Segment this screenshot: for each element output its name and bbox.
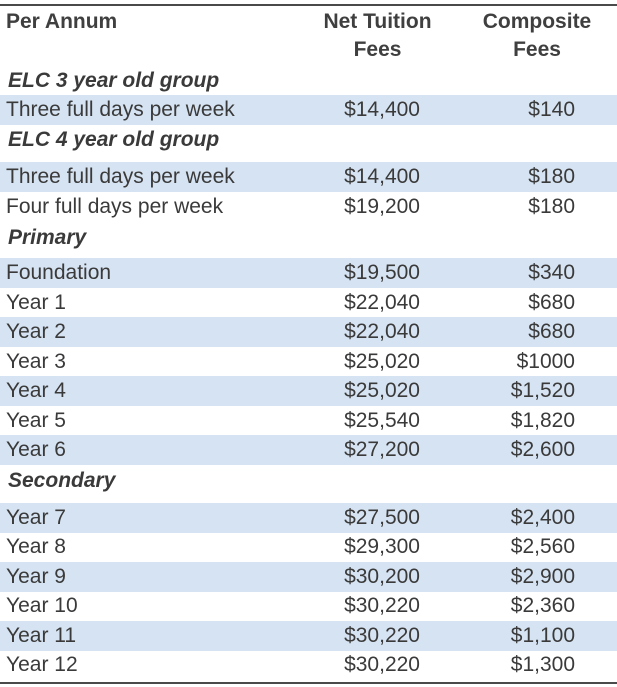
table-row: Three full days per week $14,400 $140 [0,95,617,125]
table-top-rule [0,4,617,6]
row-composite: $1,100 [510,624,575,647]
header-net-tuition-line2: Fees [353,38,402,61]
row-composite: $340 [528,261,575,284]
table-row: Year 6 $27,200 $2,600 [0,435,617,465]
row-label: Year 4 [6,379,66,402]
row-label: Year 10 [6,594,78,617]
header-per-annum: Per Annum [6,10,118,33]
row-tuition: $14,400 [344,165,420,188]
table-bottom-rule [0,682,617,684]
section-title-elc4: ELC 4 year old group [8,128,220,151]
row-label: Year 1 [6,291,66,314]
section-title-secondary: Secondary [8,469,116,492]
row-composite: $2,560 [510,535,575,558]
table-row: Year 1 $22,040 $680 [0,288,617,318]
row-label: Year 7 [6,506,66,529]
table-row: Year 4 $25,020 $1,520 [0,376,617,406]
row-tuition: $29,300 [344,535,420,558]
row-label: Year 12 [6,653,78,676]
row-composite: $2,600 [510,438,575,461]
row-composite: $680 [528,291,575,314]
section-title-primary: Primary [8,226,87,249]
header-composite-line1: Composite [482,10,592,33]
header-net-tuition: Net Tuition Fees [305,8,450,64]
table-row: Three full days per week $14,400 $180 [0,162,617,192]
row-label: Foundation [6,261,112,284]
table-row: Year 2 $22,040 $680 [0,317,617,347]
row-composite: $2,900 [510,565,575,588]
row-label: Year 2 [6,320,66,343]
header-net-tuition-line1: Net Tuition [323,10,432,33]
header-composite-line2: Fees [513,38,561,61]
header-composite: Composite Fees [462,8,612,64]
row-tuition: $25,020 [344,350,420,373]
row-composite: $1,520 [510,379,575,402]
table-row: Year 7 $27,500 $2,400 [0,503,617,533]
row-tuition: $27,500 [344,506,420,529]
section-title-elc3: ELC 3 year old group [8,69,220,92]
table-row: Year 12 $30,220 $1,300 [0,650,617,680]
row-label: Year 5 [6,409,66,432]
row-composite: $2,400 [510,506,575,529]
table-row: Year 8 $29,300 $2,560 [0,532,617,562]
table-row: Year 11 $30,220 $1,100 [0,621,617,651]
table-row: Foundation $19,500 $340 [0,258,617,288]
row-tuition: $22,040 [344,320,420,343]
row-composite: $680 [528,320,575,343]
table-row: Four full days per week $19,200 $180 [0,192,617,222]
row-tuition: $25,540 [344,409,420,432]
row-composite: $180 [528,195,575,218]
row-tuition: $19,200 [344,195,420,218]
table-row: Year 9 $30,200 $2,900 [0,562,617,592]
table-row: Year 5 $25,540 $1,820 [0,406,617,436]
row-tuition: $30,220 [344,594,420,617]
row-tuition: $30,220 [344,653,420,676]
row-label: Four full days per week [6,195,224,218]
row-tuition: $30,200 [344,565,420,588]
row-label: Year 3 [6,350,66,373]
table-row: Year 3 $25,020 $1000 [0,347,617,377]
row-tuition: $25,020 [344,379,420,402]
row-composite: $1,820 [510,409,575,432]
table-row: Year 10 $30,220 $2,360 [0,591,617,621]
row-tuition: $19,500 [344,261,420,284]
row-label: Year 8 [6,535,66,558]
row-composite: $1,300 [510,653,575,676]
row-label: Year 9 [6,565,66,588]
row-label: Three full days per week [6,98,235,121]
row-composite: $140 [528,98,575,121]
row-label: Year 6 [6,438,66,461]
row-tuition: $30,220 [344,624,420,647]
row-tuition: $14,400 [344,98,420,121]
row-composite: $1000 [516,350,575,373]
row-label: Three full days per week [6,165,235,188]
row-label: Year 11 [6,624,77,647]
row-composite: $2,360 [510,594,575,617]
row-tuition: $27,200 [344,438,420,461]
row-composite: $180 [528,165,575,188]
row-tuition: $22,040 [344,291,420,314]
